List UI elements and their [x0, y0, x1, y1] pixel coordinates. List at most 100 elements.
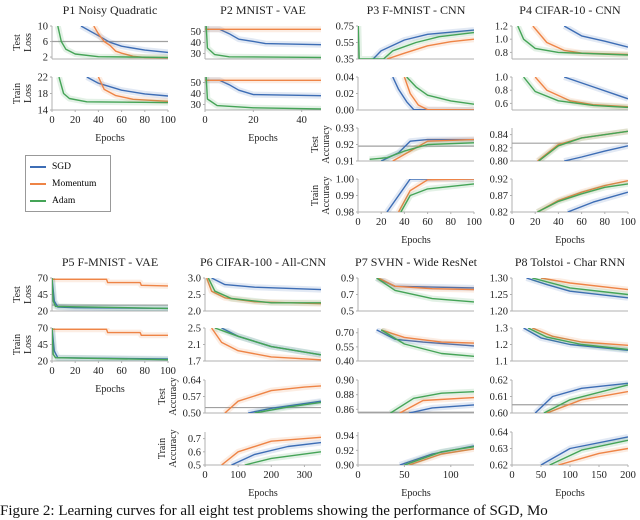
plot-area	[539, 433, 628, 465]
x-tick-label: 80	[140, 115, 151, 126]
plot-area	[512, 128, 628, 161]
y-tick-label: 0.8	[495, 86, 508, 97]
y-axis-label: TestAccuracy	[310, 125, 332, 163]
series-line-adam	[400, 183, 474, 212]
x-tick-label: 100	[443, 470, 459, 481]
y-axis-label-line: Test	[157, 388, 168, 405]
panel-p5: P5 F-MNIST - VAE204570TestLoss204570Trai…	[12, 255, 176, 395]
legend-label: SGD	[52, 162, 72, 172]
y-tick-label: 1.25	[490, 290, 508, 301]
series-line-sgd	[523, 328, 628, 351]
y-tick-label: 2	[43, 53, 48, 64]
legend-label: Adam	[52, 196, 76, 206]
series-line-momentum	[397, 179, 474, 212]
plot-area	[522, 328, 628, 354]
y-tick-label: 1.1	[495, 357, 508, 368]
x-tick-label: 100	[160, 366, 176, 377]
x-tick-label: 60	[576, 217, 587, 228]
panel-p4: P4 CIFAR-10 - CNN0.81.01.20.60.81.00.800…	[490, 3, 636, 246]
series-line-adam	[58, 77, 168, 104]
subplot-row: 2 6 10 TestLoss	[12, 22, 168, 64]
x-tick-label: 40	[93, 115, 104, 126]
subplot-row: 20 45 70 TestLoss	[12, 274, 168, 318]
series-line-momentum	[532, 328, 628, 346]
series-line-momentum	[221, 436, 321, 465]
x-tick-label: 100	[230, 470, 246, 481]
y-tick-label: 0.64	[183, 376, 202, 387]
panel-title: P1 Noisy Quadratic	[63, 3, 158, 17]
y-tick-label: 0.5	[341, 307, 354, 318]
plot-area	[358, 26, 474, 59]
y-axis-label-line: Accuracy	[168, 429, 179, 467]
series-line-adam	[52, 328, 168, 361]
legend-item-adam: Adam	[30, 195, 75, 207]
x-tick-label: 0	[49, 366, 54, 377]
series-line-sgd	[231, 441, 321, 465]
x-tick-label: 40	[93, 366, 104, 377]
series-line-momentum	[380, 329, 474, 344]
series-line-sgd	[372, 29, 474, 59]
series-line-sgd	[564, 145, 628, 161]
y-axis-label: TrainLoss	[12, 83, 34, 104]
y-axis-label: TestLoss	[12, 285, 34, 304]
x-tick-label: 20	[70, 366, 81, 377]
series-band-adam	[213, 328, 321, 358]
plot-area	[52, 26, 168, 59]
panel-p6: P6 CIFAR-100 - All-CNN 2.0 2.5 3.0 1.7 2.1 2.5…	[157, 255, 326, 499]
subplot-row: 0.86 0.88 0.90	[336, 376, 474, 416]
y-axis-label: TestLoss	[12, 33, 34, 52]
y-tick-label: 0.88	[336, 390, 354, 401]
series-line-adam	[404, 446, 474, 465]
plot-area	[358, 388, 474, 413]
subplot-row: 0.98 0.99 1.00 TrainAccuracy	[310, 175, 474, 219]
x-tick-label: 80	[446, 217, 457, 228]
series-line-momentum	[224, 385, 321, 413]
x-tick-label: 20	[70, 115, 81, 126]
y-tick-label: 0.94	[336, 431, 355, 442]
series-line-momentum	[378, 278, 474, 291]
subplot-row: 0.62 0.63 0.64	[490, 428, 628, 472]
series-line-sgd	[534, 382, 628, 413]
y-tick-label: 0.62	[490, 461, 508, 472]
y-tick-label: 70	[38, 274, 49, 285]
plot-area	[374, 278, 474, 305]
y-tick-label: 2.5	[188, 290, 201, 301]
y-tick-label: 20	[38, 357, 49, 368]
y-tick-label: 0.04	[336, 73, 355, 84]
series-line-adam	[543, 384, 628, 413]
y-tick-label: 1.0	[495, 35, 508, 46]
series-line-adam	[527, 328, 628, 351]
series-line-adam	[358, 26, 474, 59]
plot-area	[390, 77, 474, 110]
x-tick-label: 80	[140, 366, 151, 377]
series-band-sgd	[562, 26, 628, 51]
y-tick-label: 22	[38, 73, 49, 84]
y-axis-label: TestAccuracy	[157, 377, 179, 415]
x-tick-label: 100	[562, 470, 578, 481]
series-line-momentum	[211, 328, 321, 361]
y-tick-label: 18	[38, 89, 49, 100]
x-tick-label: 100	[620, 217, 636, 228]
plot-area	[52, 328, 168, 361]
y-axis-label-line: Loss	[23, 335, 34, 354]
y-tick-label: 0.84	[490, 130, 509, 141]
y-tick-label: 0.7	[341, 290, 354, 301]
series-line-momentum	[408, 448, 474, 465]
subplot-row: 0.50 0.57 0.64 TestAccuracy	[157, 376, 321, 420]
legend-item-sgd: SGD	[30, 161, 71, 173]
series-line-momentum	[399, 396, 474, 413]
series-line-adam	[205, 77, 321, 110]
y-tick-label: 0.91	[336, 157, 354, 168]
panel-p7: P7 SVHN - Wide ResNet0.50.70.90.400.550.…	[336, 255, 478, 499]
y-tick-label: 45	[38, 340, 49, 351]
y-tick-label: 0.75	[336, 22, 354, 33]
plot-area	[205, 278, 321, 307]
series-line-adam	[52, 278, 168, 310]
series-line-momentum	[52, 328, 168, 336]
x-tick-label: 20	[530, 217, 541, 228]
subplot-row: 0.8 1.0 1.2	[495, 22, 628, 60]
plot-area	[512, 380, 628, 413]
y-tick-label: 0.02	[336, 89, 354, 100]
y-tick-label: 0.60	[490, 409, 508, 420]
plot-area	[205, 382, 321, 413]
